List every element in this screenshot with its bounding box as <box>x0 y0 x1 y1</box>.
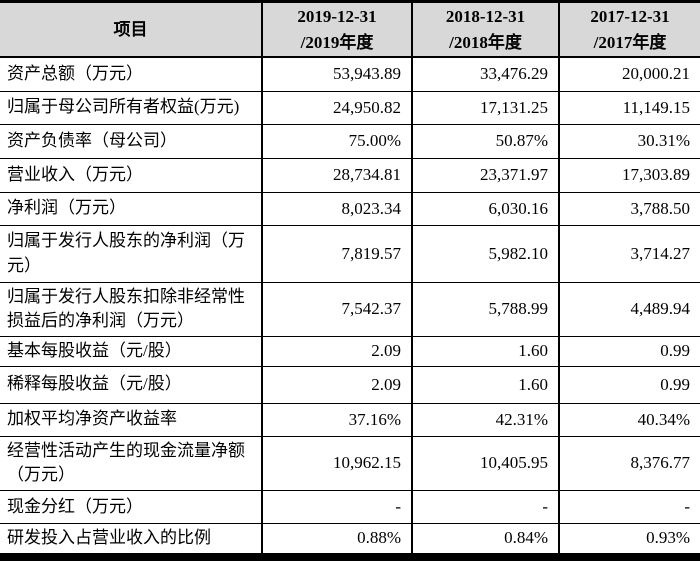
row-value: 75.00% <box>261 123 412 158</box>
row-value: 0.99 <box>558 365 700 404</box>
row-value: 10,405.95 <box>411 435 559 491</box>
header-period-2018-year: /2018年度 <box>449 32 522 52</box>
row-label: 营业收入（万元） <box>0 157 262 192</box>
header-period-2019-date: 2019-12-31 <box>297 7 377 26</box>
row-label: 现金分红（万元） <box>0 490 262 524</box>
header-period-2018-date: 2018-12-31 <box>445 7 526 26</box>
row-value: 23,371.97 <box>411 157 559 192</box>
row-value: 0.99 <box>558 335 700 367</box>
row-label: 归属于母公司所有者权益(万元) <box>0 90 262 124</box>
row-value: 1.60 <box>411 335 559 367</box>
row-value: 30.31% <box>558 123 700 158</box>
row-label: 净利润（万元） <box>0 191 262 225</box>
header-row: 项目 2019-12-31 /2019年度 2018-12-31 /2018年度… <box>0 1 700 58</box>
row-value: 3,714.27 <box>558 224 700 282</box>
row-label: 归属于发行人股东的净利润（万元） <box>0 224 262 282</box>
row-value: 2.09 <box>261 335 412 367</box>
row-value: 17,131.25 <box>411 90 559 124</box>
row-value: 8,023.34 <box>261 191 412 225</box>
table-row: 经营性活动产生的现金流量净额（万元） 10,962.15 10,405.95 8,37… <box>0 435 700 491</box>
row-value: 5,982.10 <box>411 224 559 282</box>
row-value: 3,788.50 <box>558 191 700 225</box>
row-value: - <box>558 490 700 524</box>
row-value: 2.09 <box>261 365 412 404</box>
row-label: 稀释每股收益（元/股） <box>0 365 262 404</box>
row-value: 42.31% <box>411 402 559 437</box>
row-value: - <box>261 490 412 524</box>
row-value: 4,489.94 <box>558 281 700 337</box>
row-label: 研发投入占营业收入的比例 <box>0 523 262 557</box>
row-value: 0.93% <box>558 523 700 557</box>
row-label: 资产负债率（母公司） <box>0 123 262 158</box>
table-row: 归属于母公司所有者权益(万元) 24,950.82 17,131.25 11,149.… <box>0 90 700 124</box>
table-row: 资产总额（万元） 53,943.89 33,476.29 20,000.21 <box>0 57 700 91</box>
table-row: 归属于发行人股东扣除非经常性损益后的净利润（万元） 7,542.37 5,788.9… <box>0 281 700 337</box>
row-value: 11,149.15 <box>558 90 700 124</box>
header-period-2018: 2018-12-31 /2018年度 <box>411 1 559 58</box>
table-body: 资产总额（万元） 53,943.89 33,476.29 20,000.21 归属于母公… <box>0 57 700 557</box>
row-value: 7,819.57 <box>261 224 412 282</box>
table-row: 研发投入占营业收入的比例 0.88% 0.84% 0.93% <box>0 523 700 557</box>
header-period-2017-year: /2017年度 <box>593 32 667 52</box>
row-value: 40.34% <box>558 402 700 437</box>
row-label: 资产总额（万元） <box>7 63 143 83</box>
row-value: 20,000.21 <box>558 57 700 91</box>
row-label: 基本每股收益（元/股） <box>0 335 262 367</box>
row-value: 24,950.82 <box>261 90 412 124</box>
row-label: 经营性活动产生的现金流量净额（万元） <box>0 435 262 491</box>
row-value: 1.60 <box>411 365 559 404</box>
table-row: 基本每股收益（元/股） 2.09 1.60 0.99 <box>0 335 700 367</box>
row-value: 5,788.99 <box>411 281 559 337</box>
header-period-2019: 2019-12-31 /2019年度 <box>261 1 412 58</box>
row-value: 7,542.37 <box>261 281 412 337</box>
row-value: 50.87% <box>411 123 559 158</box>
row-value: 28,734.81 <box>261 157 412 192</box>
row-value: 10,962.15 <box>261 435 412 491</box>
table-row: 现金分红（万元） - - - <box>0 490 700 524</box>
header-period-2019-year: /2019年度 <box>300 32 374 52</box>
row-value: 6,030.16 <box>411 191 559 225</box>
table-header: 项目 2019-12-31 /2019年度 2018-12-31 /2018年度… <box>0 1 700 58</box>
header-period-2017-date: 2017-12-31 <box>590 7 670 26</box>
header-period-2017: 2017-12-31 /2017年度 <box>558 1 700 58</box>
header-item-column: 项目 <box>0 1 262 58</box>
row-value: - <box>411 490 559 524</box>
row-value: 33,476.29 <box>411 57 559 91</box>
table-row: 营业收入（万元） 28,734.81 23,371.97 17,303.89 <box>0 157 700 192</box>
table-row: 加权平均净资产收益率 37.16% 42.31% 40.34% <box>0 402 700 437</box>
table-row: 归属于发行人股东的净利润（万元） 7,819.57 5,982.10 3,714.27 <box>0 224 700 282</box>
row-value: 0.84% <box>411 523 559 557</box>
row-value: 37.16% <box>261 402 412 437</box>
table-row: 净利润（万元） 8,023.34 6,030.16 3,788.50 <box>0 191 700 225</box>
row-value: 53,943.89 <box>261 57 412 91</box>
row-label: 加权平均净资产收益率 <box>0 402 262 437</box>
row-label: 归属于发行人股东扣除非经常性损益后的净利润（万元） <box>0 281 262 337</box>
row-value: 0.88% <box>261 523 412 557</box>
row-value: 8,376.77 <box>558 435 700 491</box>
row-value: 17,303.89 <box>558 157 700 192</box>
table-row: 稀释每股收益（元/股） 2.09 1.60 0.99 <box>0 365 700 404</box>
table-row: 资产负债率（母公司） 75.00% 50.87% 30.31% <box>0 123 700 158</box>
